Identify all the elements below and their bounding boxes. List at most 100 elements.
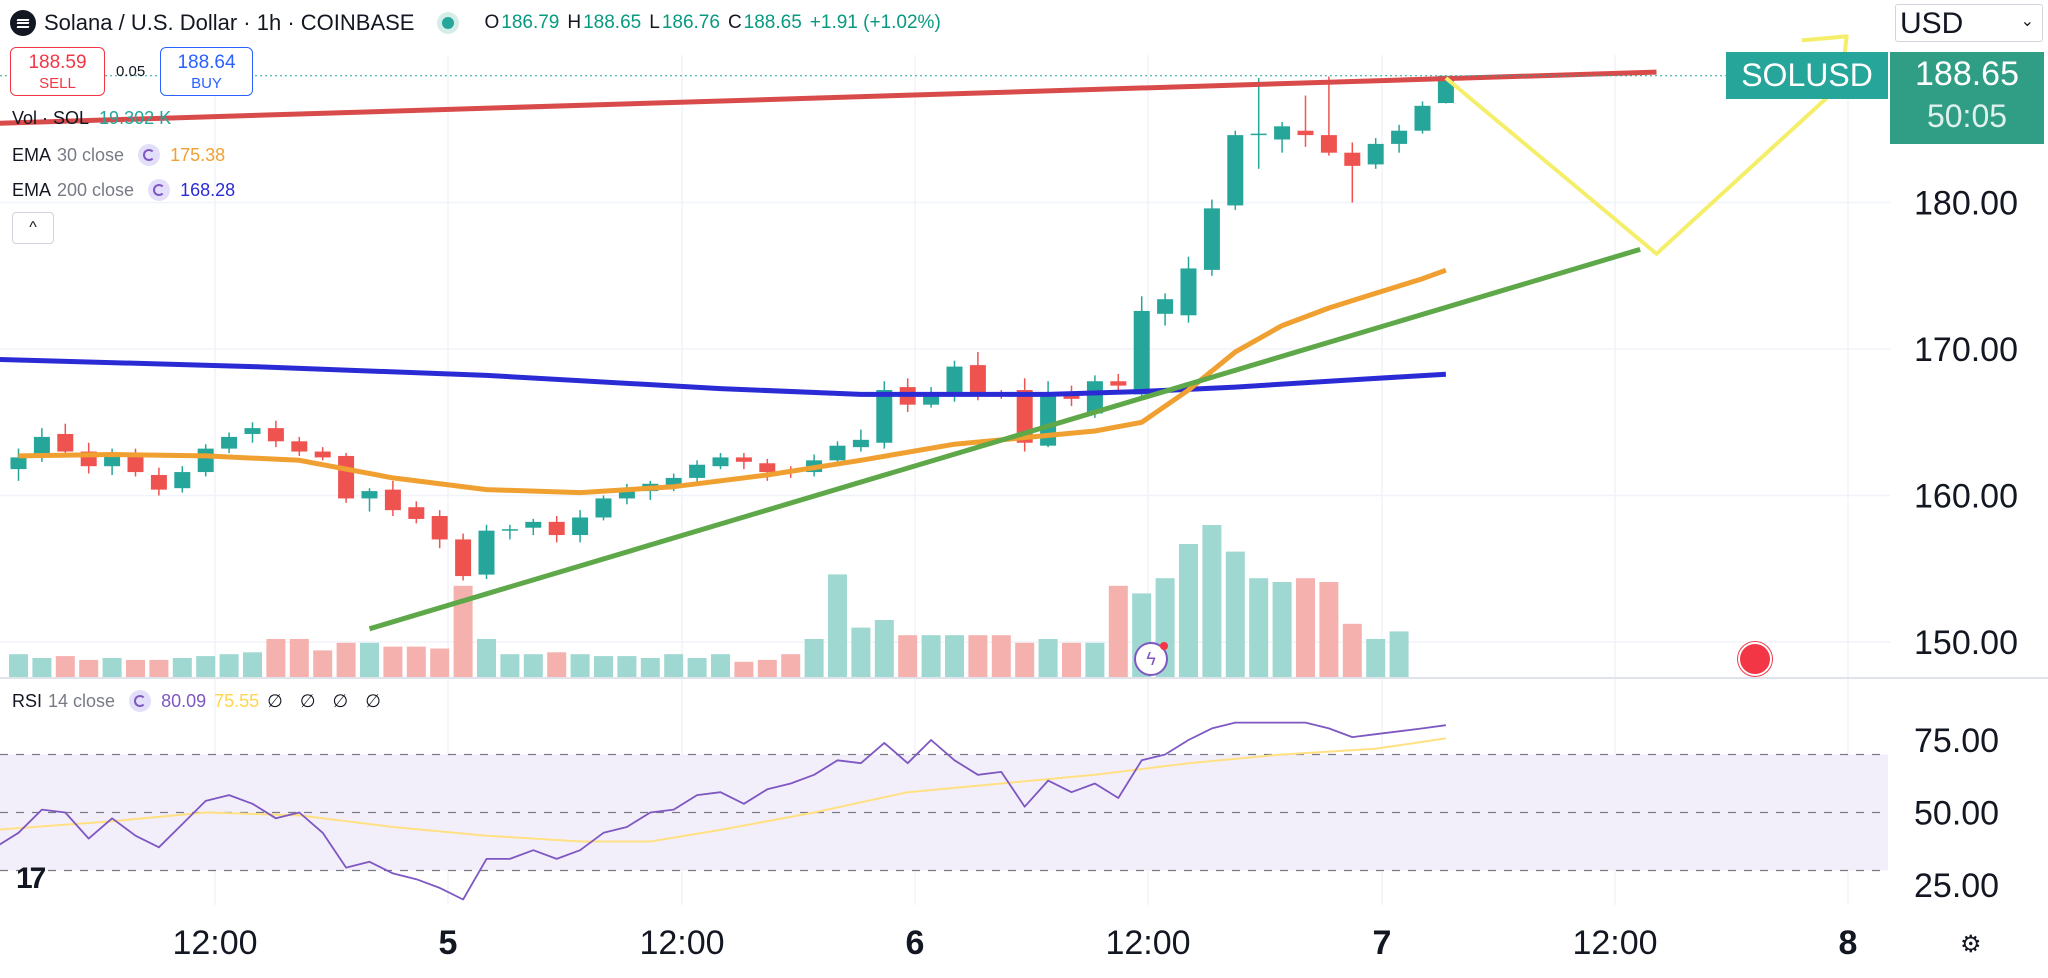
candle-body — [1180, 268, 1197, 316]
ema200-name: EMA — [12, 179, 52, 200]
axes: 150.00 160.00 170.00 180.00 75.00 50.00 25.00 1… — [0, 185, 2048, 962]
refresh-icon — [129, 690, 152, 712]
buy-button[interactable]: 188.64 BUY — [160, 47, 253, 96]
lightning-icon[interactable]: ϟ — [1134, 642, 1168, 676]
candle-body — [1133, 310, 1150, 395]
volume-bar — [477, 639, 496, 677]
volume-bar — [781, 654, 801, 677]
refresh-icon — [138, 144, 161, 166]
rsi-legend[interactable]: RSI 14 close 80.09 75.55 ∅ ∅ ∅ ∅ — [12, 690, 387, 712]
candle-body — [361, 491, 378, 499]
volume-bar — [1389, 631, 1409, 677]
volume-bar — [266, 639, 286, 677]
volume-bar — [711, 654, 730, 677]
candle-body — [1414, 105, 1431, 131]
rsi-line — [0, 721, 1447, 901]
candle-body — [1391, 130, 1408, 144]
candle-body — [408, 507, 425, 519]
collapse-legend-button[interactable]: ^ — [12, 212, 54, 244]
candle-body — [712, 457, 729, 467]
volume-bar — [734, 661, 754, 677]
time-tick-label: 12:00 — [172, 924, 257, 962]
sell-button[interactable]: 188.59 SELL — [10, 47, 105, 96]
candle-body — [501, 529, 518, 531]
volume-bar — [219, 654, 239, 677]
candle-body — [548, 521, 565, 536]
rsi-empty-values: ∅ ∅ ∅ ∅ — [267, 690, 387, 711]
volume-bar — [687, 658, 707, 677]
price-tick-label: 150.00 — [1914, 624, 2018, 662]
volume-bar — [945, 635, 964, 677]
us-flag-icon[interactable] — [1738, 642, 1772, 676]
candle-body — [595, 498, 612, 518]
ema200-legend[interactable]: EMA 200 close 168.28 — [12, 179, 235, 201]
rsi-tick-label: 50.00 — [1914, 795, 1999, 833]
candle-body — [1297, 130, 1314, 136]
volume-legend[interactable]: Vol · SOL 19.302 K — [12, 108, 171, 129]
volume-bar — [1366, 639, 1386, 677]
volume-bar — [1202, 525, 1222, 677]
volume-bar — [336, 642, 356, 677]
volume-bar — [523, 654, 543, 677]
candle-body — [244, 428, 261, 434]
candle-body — [10, 457, 27, 470]
candle-body — [291, 441, 308, 452]
candle-body — [150, 474, 167, 490]
candle-body — [1274, 126, 1291, 140]
ema30-line — [18, 267, 1447, 496]
candle-body — [1320, 135, 1337, 153]
spread-value: 0.05 — [116, 63, 146, 80]
candle-body — [1110, 381, 1127, 386]
candle-body — [314, 451, 331, 458]
price-tick-label: 170.00 — [1914, 331, 2018, 369]
rsi-band — [0, 753, 1888, 872]
ema30-legend[interactable]: EMA 30 close 175.38 — [12, 144, 225, 166]
last-price: 188.65 — [1915, 55, 2019, 93]
candle-body — [431, 516, 448, 540]
candle-body — [57, 433, 74, 452]
solana-logo-icon — [10, 10, 36, 36]
settings-icon[interactable]: ⚙ — [1960, 931, 1982, 958]
volume-bar — [594, 656, 613, 677]
volume-bar — [547, 652, 567, 677]
volume-bar — [1179, 544, 1198, 677]
candles — [10, 75, 1454, 581]
candle-body — [829, 445, 846, 461]
volume-bar — [804, 639, 824, 677]
candle-body — [1367, 143, 1384, 165]
currency-select[interactable]: USD ⌄ — [1895, 4, 2043, 42]
tradingview-logo-icon[interactable]: 17 — [16, 862, 46, 895]
candle-body — [33, 436, 50, 455]
candle-body — [572, 517, 589, 536]
candle-body — [525, 521, 542, 528]
volume-bar — [383, 646, 403, 677]
volume-bar — [664, 654, 684, 677]
sell-label: SELL — [39, 75, 76, 92]
volume-bar — [196, 656, 216, 677]
currency-label: USD — [1900, 7, 1964, 40]
volume-bar — [1319, 582, 1339, 677]
ema200-line — [0, 356, 1447, 397]
candle-body — [104, 454, 121, 467]
candle-body — [1203, 208, 1220, 270]
volume-bar — [1296, 578, 1315, 677]
projection-path — [1444, 76, 1846, 256]
volume-bar — [991, 635, 1011, 677]
time-tick-label: 8 — [1839, 924, 1858, 962]
volume-bar — [757, 659, 777, 677]
symbol-title[interactable]: Solana / U.S. Dollar · 1h · COINBASE — [44, 10, 415, 35]
candle-body — [665, 477, 682, 487]
volume-bar — [570, 654, 590, 677]
volume-bar — [313, 650, 333, 677]
volume-value: 19.302 K — [99, 108, 172, 128]
volume-bar — [640, 658, 660, 677]
candle-body — [759, 463, 776, 473]
candle-body — [338, 455, 355, 499]
candle-body — [267, 428, 284, 442]
candle-body — [969, 365, 986, 393]
volume-bar — [874, 620, 894, 677]
candle-body — [174, 472, 191, 489]
volume-bar — [1085, 642, 1105, 677]
candle-body — [923, 392, 940, 405]
